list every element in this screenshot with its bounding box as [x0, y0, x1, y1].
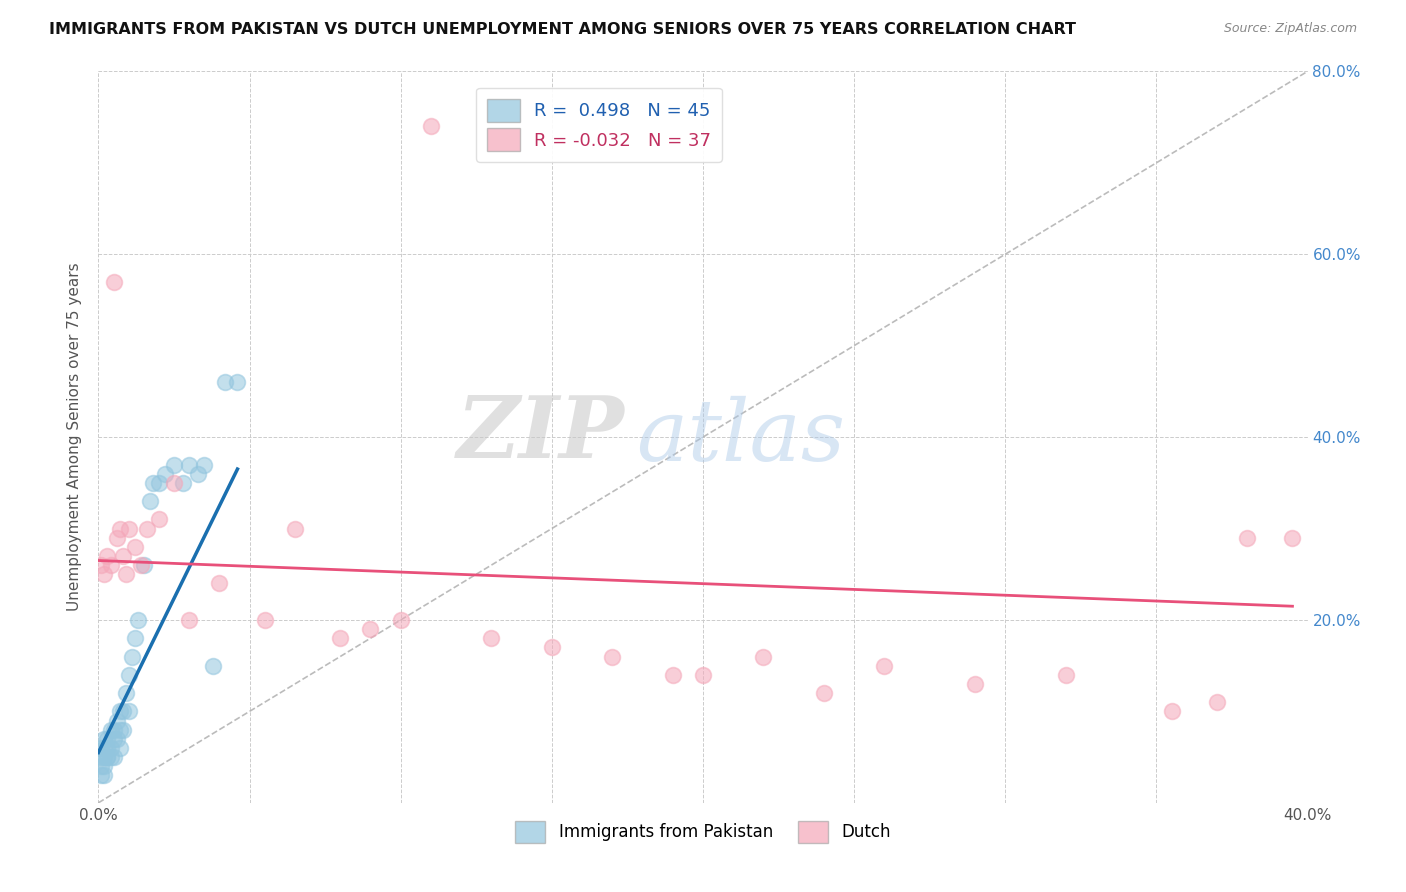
Point [540, 640, 562, 655]
Point [129, 558, 152, 573]
Point [813, 686, 835, 700]
Point [103, 723, 125, 737]
Point [121, 649, 143, 664]
Point [148, 512, 170, 526]
Point [114, 686, 136, 700]
Point [100, 723, 122, 737]
Point [100, 750, 122, 764]
Point [202, 658, 225, 673]
Point [360, 622, 382, 636]
Point [153, 467, 176, 481]
Point [873, 658, 896, 673]
Point [389, 613, 412, 627]
Point [602, 649, 624, 664]
Point [93, 567, 115, 582]
Point [1160, 705, 1182, 719]
Point [114, 567, 136, 582]
Point [284, 521, 307, 535]
Point [108, 723, 131, 737]
Point [193, 458, 215, 472]
Y-axis label: Unemployment Among Seniors over 75 years: Unemployment Among Seniors over 75 years [67, 263, 83, 611]
Point [108, 740, 131, 755]
Text: Source: ZipAtlas.com: Source: ZipAtlas.com [1223, 22, 1357, 36]
Point [100, 558, 122, 573]
Point [1281, 531, 1303, 545]
Point [96, 549, 118, 563]
Point [93, 768, 115, 782]
Point [481, 632, 503, 646]
Point [208, 576, 231, 591]
Point [135, 521, 157, 535]
Point [148, 475, 170, 490]
Point [96, 750, 118, 764]
Point [253, 613, 276, 627]
Point [163, 475, 186, 490]
Point [96, 750, 118, 764]
Point [90, 750, 112, 764]
Point [100, 740, 122, 755]
Point [93, 750, 115, 764]
Point [420, 120, 443, 134]
Point [226, 375, 249, 389]
Point [96, 731, 118, 746]
Point [965, 677, 987, 691]
Point [96, 740, 118, 755]
Point [172, 475, 194, 490]
Point [179, 458, 201, 472]
Point [661, 667, 683, 681]
Point [105, 531, 128, 545]
Point [124, 540, 146, 554]
Point [90, 759, 112, 773]
Point [90, 558, 112, 573]
Legend: Immigrants from Pakistan, Dutch: Immigrants from Pakistan, Dutch [509, 814, 897, 849]
Point [142, 475, 165, 490]
Point [111, 549, 134, 563]
Point [124, 632, 146, 646]
Point [179, 613, 201, 627]
Text: atlas: atlas [637, 396, 845, 478]
Point [214, 375, 236, 389]
Point [111, 705, 134, 719]
Point [1206, 695, 1229, 709]
Point [93, 731, 115, 746]
Point [90, 768, 112, 782]
Point [139, 494, 162, 508]
Point [103, 731, 125, 746]
Point [111, 723, 134, 737]
Point [118, 667, 141, 681]
Point [163, 458, 186, 472]
Point [118, 521, 141, 535]
Point [108, 705, 131, 719]
Point [752, 649, 775, 664]
Point [103, 750, 125, 764]
Point [105, 731, 128, 746]
Point [1054, 667, 1077, 681]
Point [692, 667, 714, 681]
Point [108, 521, 131, 535]
Point [132, 558, 155, 573]
Point [93, 740, 115, 755]
Point [1236, 531, 1258, 545]
Point [329, 632, 352, 646]
Point [93, 759, 115, 773]
Point [103, 275, 125, 289]
Point [187, 467, 209, 481]
Text: ZIP: ZIP [457, 392, 624, 475]
Text: IMMIGRANTS FROM PAKISTAN VS DUTCH UNEMPLOYMENT AMONG SENIORS OVER 75 YEARS CORRE: IMMIGRANTS FROM PAKISTAN VS DUTCH UNEMPL… [49, 22, 1076, 37]
Point [127, 613, 149, 627]
Point [105, 714, 128, 728]
Point [118, 705, 141, 719]
Point [90, 740, 112, 755]
